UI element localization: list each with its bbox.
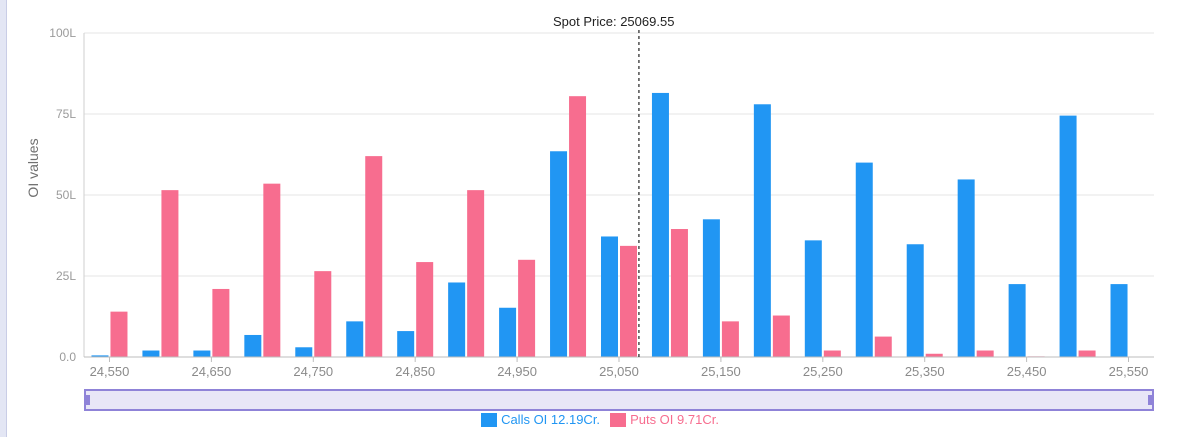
puts-bar bbox=[416, 262, 434, 357]
range-scrollbar[interactable] bbox=[84, 389, 1154, 411]
calls-bar bbox=[295, 347, 313, 357]
x-tick-label: 25,450 bbox=[1007, 364, 1047, 379]
y-axis-title: OI values bbox=[25, 138, 41, 198]
puts-bar bbox=[263, 183, 281, 357]
calls-bar bbox=[193, 350, 211, 357]
x-tick-label: 25,550 bbox=[1109, 364, 1149, 379]
puts-bar bbox=[670, 229, 688, 357]
puts-bar bbox=[823, 350, 841, 357]
puts-bar bbox=[772, 315, 790, 357]
legend-item-puts[interactable]: Puts OI 9.71Cr. bbox=[610, 412, 719, 427]
calls-bar bbox=[1008, 284, 1026, 357]
puts-bar bbox=[721, 321, 739, 357]
scrollbar-right-handle[interactable] bbox=[1148, 395, 1153, 405]
puts-bar bbox=[365, 156, 383, 357]
calls-bar bbox=[1110, 284, 1128, 357]
calls-bar bbox=[855, 162, 873, 357]
y-tick-label: 100L bbox=[49, 26, 76, 40]
puts-bar bbox=[161, 190, 179, 357]
x-tick-label: 24,650 bbox=[191, 364, 231, 379]
legend-item-calls[interactable]: Calls OI 12.19Cr. bbox=[481, 412, 600, 427]
x-tick-label: 25,250 bbox=[803, 364, 843, 379]
y-tick-label: 75L bbox=[56, 107, 76, 121]
puts-bar bbox=[212, 288, 230, 357]
calls-bar bbox=[244, 334, 262, 357]
scrollbar-left-handle[interactable] bbox=[85, 395, 90, 405]
x-tick-label: 24,750 bbox=[293, 364, 333, 379]
x-tick-label: 24,850 bbox=[395, 364, 435, 379]
y-tick-label: 25L bbox=[56, 269, 76, 283]
legend: Calls OI 12.19Cr. Puts OI 9.71Cr. bbox=[0, 412, 1200, 427]
calls-bar bbox=[804, 240, 822, 357]
x-tick-label: 24,550 bbox=[90, 364, 130, 379]
x-tick-label: 25,350 bbox=[905, 364, 945, 379]
calls-bar bbox=[142, 350, 160, 357]
puts-legend-label: Puts OI 9.71Cr. bbox=[630, 412, 719, 427]
puts-bar bbox=[874, 336, 892, 357]
puts-bar bbox=[1078, 350, 1096, 357]
calls-bar bbox=[550, 151, 568, 357]
left-panel-edge bbox=[0, 0, 7, 437]
calls-legend-label: Calls OI 12.19Cr. bbox=[501, 412, 601, 427]
calls-bar bbox=[397, 331, 415, 357]
calls-bar bbox=[753, 104, 771, 357]
y-tick-label: 50L bbox=[56, 188, 76, 202]
calls-bar bbox=[1059, 115, 1077, 358]
calls-bar bbox=[448, 282, 466, 357]
calls-bar bbox=[651, 92, 669, 357]
x-tick-label: 25,150 bbox=[701, 364, 741, 379]
calls-bar bbox=[499, 307, 517, 357]
puts-bar bbox=[467, 190, 485, 357]
puts-bar bbox=[314, 271, 332, 357]
x-tick-label: 24,950 bbox=[497, 364, 537, 379]
puts-bar bbox=[110, 311, 128, 357]
puts-bar bbox=[620, 245, 637, 357]
calls-bar bbox=[601, 236, 618, 357]
x-tick-label: 25,050 bbox=[599, 364, 639, 379]
puts-bar bbox=[976, 350, 994, 357]
puts-bar bbox=[518, 259, 536, 357]
puts-bar bbox=[925, 353, 943, 357]
calls-swatch bbox=[481, 412, 498, 427]
puts-bar bbox=[569, 96, 587, 358]
calls-bar bbox=[346, 321, 364, 357]
y-tick-label: 0.0 bbox=[59, 350, 76, 364]
calls-bar bbox=[702, 219, 720, 357]
puts-swatch bbox=[610, 412, 627, 427]
calls-bar bbox=[91, 355, 109, 357]
spot-price-label: Spot Price: 25069.55 bbox=[553, 14, 675, 29]
calls-bar bbox=[957, 179, 975, 357]
calls-bar bbox=[906, 244, 924, 357]
